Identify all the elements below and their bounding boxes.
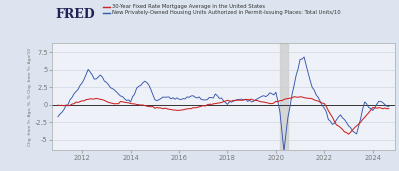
- Y-axis label: Chg. from Yr. Ago, %, % Chg. from Yr. Ago/10: Chg. from Yr. Ago, %, % Chg. from Yr. Ag…: [28, 48, 32, 146]
- Bar: [280, 43, 288, 150]
- Text: FRED: FRED: [55, 8, 95, 21]
- Legend: 30-Year Fixed Rate Mortgage Average in the United States, New Privately-Owned Ho: 30-Year Fixed Rate Mortgage Average in t…: [103, 4, 341, 15]
